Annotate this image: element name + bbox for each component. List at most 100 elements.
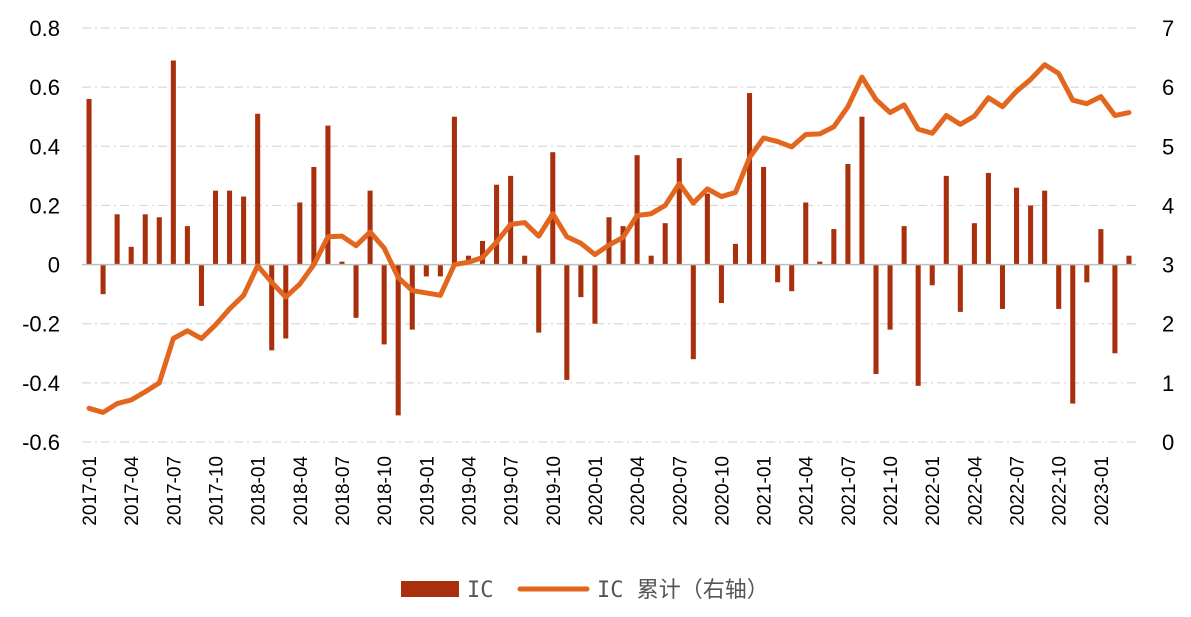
ic-bar — [283, 264, 289, 339]
ic-bar — [971, 223, 977, 265]
ic-bar — [100, 264, 106, 295]
legend-label-ic-cumulative: IC 累计（右轴） — [597, 578, 769, 603]
left-tick-label: 0.6 — [29, 75, 60, 100]
ic-bar — [451, 116, 457, 265]
ic-bar — [873, 264, 879, 374]
x-tick-label: 2017-10 — [207, 456, 228, 526]
x-tick-label: 2018-01 — [249, 456, 270, 526]
ic-bar — [367, 190, 373, 265]
ic-bar — [592, 264, 598, 324]
right-tick-label: 3 — [1162, 253, 1174, 278]
ic-bar — [831, 229, 837, 265]
ic-bar — [690, 264, 696, 360]
ic-bar — [985, 172, 991, 265]
ic-bar — [775, 264, 781, 283]
ic-cumulative-line — [86, 62, 1132, 415]
x-tick-label: 2020-10 — [712, 456, 733, 526]
ic-bar — [943, 175, 949, 265]
ic-bar — [1028, 205, 1034, 265]
legend-bar-swatch — [401, 581, 459, 597]
ic-bar — [1112, 264, 1118, 354]
ic-bar — [198, 264, 204, 306]
ic-bar — [957, 264, 963, 312]
ic-bar — [929, 264, 935, 286]
ic-bar — [676, 158, 682, 265]
ic-bar — [1042, 190, 1048, 265]
x-tick-label: 2018-10 — [375, 456, 396, 526]
x-tick-label: 2021-10 — [881, 456, 902, 526]
ic-bar — [732, 243, 739, 265]
x-tick-label: 2020-07 — [670, 456, 691, 526]
left-tick-label: -0.6 — [22, 430, 60, 455]
ic-bar — [1056, 264, 1062, 309]
ic-bar — [915, 264, 921, 386]
ic-bar — [859, 116, 865, 265]
ic-bar — [522, 255, 528, 265]
right-tick-label: 5 — [1162, 134, 1174, 159]
ic-bar — [789, 264, 795, 292]
ic-bar — [255, 113, 261, 265]
x-tick-label: 2022-10 — [1050, 456, 1071, 526]
x-tick-label: 2021-01 — [755, 456, 776, 526]
right-tick-label: 0 — [1162, 430, 1174, 455]
ic-bar — [536, 264, 542, 333]
left-tick-label: 0.8 — [29, 16, 60, 41]
x-tick-label: 2019-01 — [417, 456, 438, 526]
ic-bar — [269, 264, 275, 351]
x-tick-label: 2022-07 — [1008, 456, 1029, 526]
right-axis: 7 6 5 4 3 2 1 0 — [1162, 16, 1174, 455]
ic-bar — [311, 166, 317, 265]
left-tick-label: -0.4 — [22, 371, 60, 396]
x-tick-label: 2020-04 — [628, 456, 649, 526]
ic-bar — [1098, 229, 1104, 265]
ic-bar — [634, 155, 640, 265]
ic-bar — [662, 223, 668, 265]
ic-bar — [845, 164, 851, 265]
x-tick-label: 2021-04 — [797, 456, 818, 526]
legend: IC IC 累计（右轴） — [401, 578, 769, 603]
ic-bar — [184, 226, 190, 265]
ic-bar — [999, 264, 1006, 309]
ic-bar — [86, 98, 92, 265]
x-tick-label: 2018-07 — [333, 456, 354, 526]
left-axis: 0.8 0.6 0.4 0.2 0 -0.2 -0.4 -0.6 — [22, 16, 60, 455]
ic-bar — [156, 217, 162, 265]
ic-bar — [297, 202, 303, 265]
ic-bar — [409, 264, 415, 330]
ic-bar — [620, 226, 626, 265]
right-tick-label: 2 — [1162, 312, 1174, 337]
ic-bar — [142, 214, 148, 265]
ic-bar — [817, 261, 823, 265]
legend-label-ic: IC — [467, 578, 494, 603]
ic-bar — [1126, 255, 1132, 265]
ic-bar — [747, 93, 753, 265]
ic-bar — [423, 264, 429, 277]
right-tick-label: 1 — [1162, 371, 1174, 396]
ic-bar — [437, 264, 443, 277]
ic-bar — [901, 226, 907, 265]
ic-bar — [227, 190, 233, 265]
ic-bar — [339, 261, 345, 265]
x-tick-label: 2023-01 — [1092, 456, 1113, 526]
left-tick-label: -0.2 — [22, 312, 60, 337]
ic-bar — [803, 202, 809, 265]
ic-bar — [508, 175, 514, 265]
ic-bar — [578, 264, 584, 298]
x-tick-label: 2019-10 — [544, 456, 565, 526]
x-axis: 2017-01 2017-04 2017-07 2017-10 2018-01 2018-… — [80, 456, 1113, 526]
ic-bar — [718, 264, 724, 304]
ic-bar — [704, 193, 710, 265]
left-tick-label: 0 — [48, 253, 60, 278]
ic-bar — [761, 166, 767, 265]
ic-bar — [114, 214, 120, 265]
ic-bar — [1084, 264, 1090, 283]
x-tick-label: 2019-04 — [459, 456, 480, 526]
left-tick-label: 0.4 — [29, 134, 60, 159]
x-tick-label: 2021-07 — [839, 456, 860, 526]
ic-bar — [241, 196, 247, 265]
left-tick-label: 0.2 — [29, 193, 60, 218]
ic-bar — [1070, 264, 1076, 404]
ic-bar — [128, 246, 134, 265]
